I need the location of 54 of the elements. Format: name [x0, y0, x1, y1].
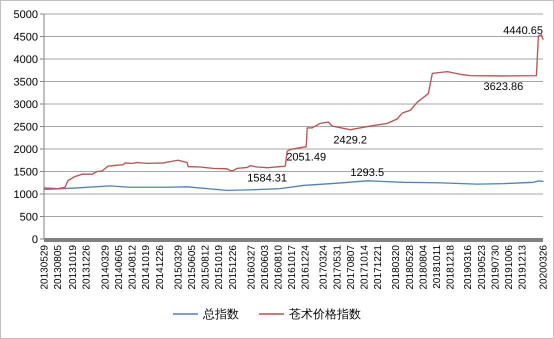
y-tick-label: 4500	[14, 32, 38, 44]
y-tick-label: 2000	[14, 144, 38, 156]
x-tick-label: 20180528	[404, 244, 416, 290]
x-tick-label: 20130805	[53, 244, 64, 290]
x-tick-label: 20180804	[418, 244, 430, 290]
x-tick-label: 20200326	[538, 244, 550, 290]
x-tick-label: 20161017	[287, 244, 298, 290]
x-tick-label: 20170531	[332, 244, 344, 290]
y-tick-label: 3000	[14, 99, 38, 111]
x-tick-label: 20190316	[463, 244, 474, 290]
x-tick-label: 20151019	[214, 244, 226, 290]
x-tick-label: 20140812	[128, 244, 139, 290]
y-tick-label: 1000	[14, 189, 38, 201]
x-tick-label: 20131226	[82, 244, 93, 290]
data-label: 2051.49	[286, 152, 326, 164]
y-tick-label: 4000	[14, 54, 38, 66]
x-tick-label: 20151226	[228, 244, 239, 290]
x-tick-label: 20181218	[446, 244, 457, 290]
x-tick-label: 20130529	[40, 244, 50, 290]
legend-label: 苍术价格指数	[289, 307, 361, 321]
y-tick-label: 3500	[14, 76, 38, 88]
x-tick-label: 20160810	[273, 244, 284, 290]
x-tick-label: 20161224	[300, 244, 312, 290]
x-tick-label: 20171014	[360, 244, 371, 290]
x-tick-label: 20150329	[173, 244, 184, 290]
data-label: 2429.2	[333, 134, 368, 147]
x-tick-label: 20190523	[476, 244, 488, 290]
x-tick-label: 20140329	[100, 244, 112, 290]
data-label: 1584.31	[247, 172, 288, 185]
x-tick-label: 20190730	[490, 244, 502, 290]
x-tick-label: 20181011	[432, 244, 444, 289]
y-tick-label: 5000	[14, 9, 38, 21]
y-tick-label: 500	[20, 212, 38, 224]
x-tick-label: 20170324	[318, 244, 330, 290]
x-tick-label: 20160327	[246, 244, 258, 290]
x-tick-label: 20171221	[373, 244, 384, 290]
x-tick-label: 20180320	[390, 244, 402, 290]
legend-label: 总指数	[202, 307, 239, 321]
x-tick-label: 20141226	[154, 244, 166, 290]
x-tick-label: 20170807	[346, 244, 357, 290]
x-tick-label: 20131019	[68, 244, 80, 290]
x-tick-label: 20191213	[518, 244, 529, 290]
y-tick-label: 0	[32, 234, 38, 246]
data-label: 1293.5	[350, 166, 384, 179]
x-tick-label: 20150605	[187, 244, 198, 290]
data-label: 4440.65	[503, 25, 543, 38]
x-tick-label: 20191006	[504, 244, 516, 290]
y-tick-label: 2500	[14, 122, 38, 134]
x-tick-label: 20141019	[141, 244, 152, 290]
x-tick-label: 20160603	[260, 244, 271, 290]
data-label: 3623.86	[483, 80, 524, 93]
x-tick-label: 20150812	[200, 244, 212, 290]
x-tick-label: 20140605	[114, 244, 125, 290]
y-tick-label: 1500	[14, 166, 38, 178]
